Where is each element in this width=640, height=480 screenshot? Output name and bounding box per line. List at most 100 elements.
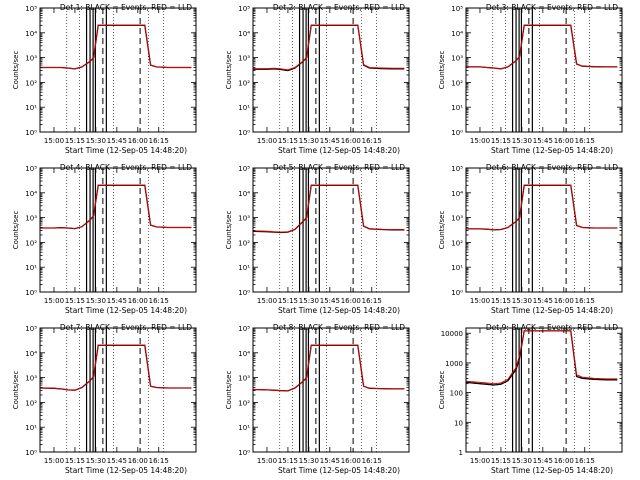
- y-tick-label: 10³: [25, 55, 37, 63]
- y-tick-label: 10⁰: [25, 289, 37, 297]
- y-tick-label: 10⁰: [451, 129, 463, 137]
- y-tick-label: 1: [459, 449, 463, 457]
- x-axis-label: Start Time (12-Sep-05 14:48:20): [491, 146, 613, 155]
- series-events-line: [252, 344, 405, 392]
- x-tick-label: 16:00: [341, 457, 361, 465]
- x-tick-label: 16:00: [341, 297, 361, 305]
- y-tick-label: 10²: [25, 399, 37, 407]
- y-tick-label: 10⁰: [238, 449, 250, 457]
- plot-frame: [252, 327, 410, 453]
- y-tick-label: 10⁰: [238, 289, 250, 297]
- plot-frame: [39, 167, 197, 293]
- x-tick-label: 16:15: [362, 297, 382, 305]
- y-tick-label: 10⁰: [25, 129, 37, 137]
- x-tick-label: 15:45: [320, 137, 340, 145]
- y-axis-label: Counts/sec: [225, 211, 233, 250]
- panel-title: Det 7: BLACK = Events, RED = LLD: [60, 323, 192, 332]
- x-tick-label: 15:45: [533, 297, 553, 305]
- x-tick-label: 15:00: [470, 137, 490, 145]
- x-tick-label: 15:00: [44, 457, 64, 465]
- x-tick-label: 15:00: [257, 457, 277, 465]
- x-tick-label: 15:45: [320, 297, 340, 305]
- y-tick-label: 10¹: [238, 104, 250, 112]
- y-tick-label: 10¹: [451, 264, 463, 272]
- x-tick-label: 16:15: [149, 457, 169, 465]
- y-axis-label: Counts/sec: [438, 51, 446, 90]
- y-tick-label: 10²: [451, 79, 463, 87]
- x-tick-label: 15:00: [470, 457, 490, 465]
- x-tick-label: 15:45: [533, 457, 553, 465]
- series-events-line: [252, 184, 405, 234]
- y-tick-label: 1000: [445, 360, 463, 368]
- y-axis-label: Counts/sec: [438, 371, 446, 410]
- series-events-line: [40, 184, 192, 230]
- plot-frame: [465, 327, 623, 453]
- y-tick-label: 10⁵: [451, 5, 463, 13]
- series-lld-line: [466, 184, 618, 231]
- y-tick-label: 10¹: [451, 104, 463, 112]
- x-tick-label: 15:15: [278, 457, 298, 465]
- series-events-line: [253, 24, 405, 72]
- y-tick-label: 10⁰: [25, 449, 37, 457]
- x-tick-label: 15:45: [107, 457, 127, 465]
- y-tick-label: 10³: [238, 215, 250, 223]
- series-lld-line: [40, 184, 192, 230]
- x-tick-label: 15:30: [512, 457, 532, 465]
- x-tick-label: 16:15: [149, 297, 169, 305]
- series-events-line: [39, 344, 192, 391]
- x-tick-label: 16:00: [128, 457, 148, 465]
- x-axis-label: Start Time (12-Sep-05 14:48:20): [491, 466, 613, 475]
- x-tick-label: 16:15: [575, 137, 595, 145]
- chart-panel-9: 1 10 100 1000 10000 15:00 15:15 15:30 15:45 16:00…: [438, 323, 623, 475]
- x-tick-label: 16:15: [149, 137, 169, 145]
- panel-title: Det 6: BLACK = Events, RED = LLD: [486, 163, 618, 172]
- y-tick-label: 10⁴: [25, 30, 37, 38]
- y-tick-label: 10⁰: [451, 289, 463, 297]
- x-tick-label: 15:30: [512, 297, 532, 305]
- y-tick-label: 10⁵: [238, 165, 250, 173]
- x-tick-label: 16:15: [362, 137, 382, 145]
- panel-title: Det 1: BLACK = Events, RED = LLD: [60, 3, 192, 12]
- x-tick-label: 15:15: [65, 457, 85, 465]
- y-tick-label: 10000: [441, 330, 463, 338]
- y-tick-label: 10⁴: [451, 30, 463, 38]
- plot-frame: [252, 167, 410, 293]
- x-tick-label: 15:30: [86, 137, 106, 145]
- series-lld-line: [252, 344, 405, 392]
- y-tick-label: 10⁵: [451, 165, 463, 173]
- y-tick-label: 10²: [238, 79, 250, 87]
- y-tick-label: 10¹: [238, 424, 250, 432]
- y-tick-label: 10³: [451, 55, 463, 63]
- x-tick-label: 16:15: [575, 457, 595, 465]
- x-axis-label: Start Time (12-Sep-05 14:48:20): [65, 306, 187, 315]
- y-tick-label: 10³: [25, 375, 37, 383]
- x-tick-label: 15:45: [320, 457, 340, 465]
- y-tick-label: 10²: [238, 399, 250, 407]
- x-tick-label: 16:00: [554, 137, 574, 145]
- x-tick-label: 15:30: [299, 137, 319, 145]
- x-tick-label: 16:00: [554, 297, 574, 305]
- y-axis-label: Counts/sec: [225, 371, 233, 410]
- series-lld-line: [253, 24, 405, 71]
- x-tick-label: 15:30: [299, 457, 319, 465]
- y-axis-label: Counts/sec: [12, 211, 20, 250]
- y-axis-label: Counts/sec: [225, 51, 233, 90]
- x-tick-label: 15:00: [257, 297, 277, 305]
- series-lld-line: [466, 24, 618, 70]
- y-tick-label: 10: [454, 419, 463, 427]
- y-tick-label: 10⁵: [25, 5, 37, 13]
- x-tick-label: 16:00: [341, 137, 361, 145]
- x-tick-label: 16:15: [575, 297, 595, 305]
- x-tick-label: 15:45: [533, 137, 553, 145]
- x-tick-label: 15:45: [107, 297, 127, 305]
- x-tick-label: 15:30: [512, 137, 532, 145]
- y-axis-label: Counts/sec: [438, 211, 446, 250]
- x-axis-label: Start Time (12-Sep-05 14:48:20): [278, 466, 400, 475]
